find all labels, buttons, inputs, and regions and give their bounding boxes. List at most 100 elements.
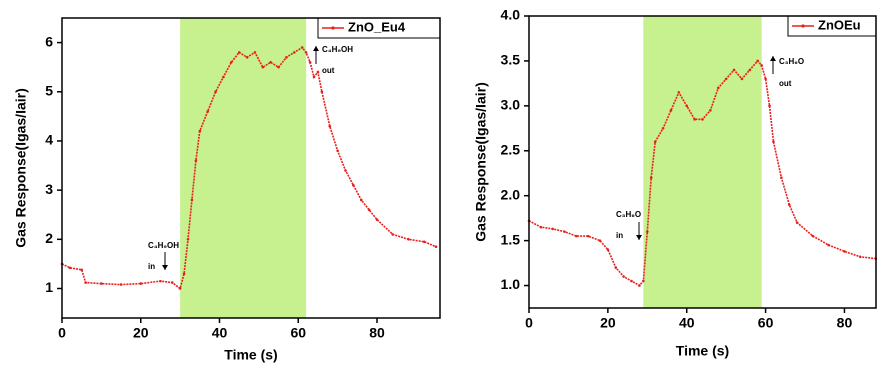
x-tick-label: 20 <box>600 315 616 331</box>
data-point <box>638 284 641 287</box>
data-point <box>598 239 602 242</box>
legend-label: ZnOEu <box>818 17 861 32</box>
data-point <box>606 248 610 251</box>
data-point <box>316 70 320 74</box>
data-point <box>336 149 339 153</box>
x-tick-label: 60 <box>758 315 774 331</box>
shaded-region <box>180 18 307 318</box>
data-point <box>391 233 395 236</box>
data-point <box>159 279 162 283</box>
y-tick-label: 1 <box>45 279 53 295</box>
x-tick-label: 80 <box>837 315 853 331</box>
data-point <box>308 60 312 64</box>
data-point <box>269 60 272 64</box>
data-point <box>375 218 379 221</box>
y-tick-label: 4 <box>45 132 53 148</box>
data-point <box>68 266 72 270</box>
annotation-arrowhead <box>313 46 319 51</box>
annotation: C₄H₉OH <box>148 241 179 250</box>
annotation-arrowhead <box>770 56 776 61</box>
data-point <box>178 287 182 290</box>
data-point <box>119 283 123 286</box>
shaded-region <box>643 16 762 308</box>
data-point <box>748 68 752 72</box>
data-point <box>716 86 720 90</box>
y-tick-label: 6 <box>45 33 53 49</box>
data-point <box>190 198 194 202</box>
data-point <box>677 91 681 94</box>
y-tick-label: 1.0 <box>501 276 521 292</box>
annotation-arrowhead <box>636 235 642 240</box>
data-point <box>80 268 83 272</box>
legend-marker <box>801 24 805 28</box>
data-point <box>768 104 771 108</box>
annotation: C₃H₆O <box>779 57 804 66</box>
x-tick-label: 80 <box>369 325 385 341</box>
data-point <box>724 77 728 81</box>
y-tick-label: 4.0 <box>501 7 521 23</box>
data-point <box>293 51 296 54</box>
data-point <box>206 110 209 113</box>
data-point <box>661 127 665 130</box>
data-point <box>614 266 618 269</box>
legend-marker <box>331 26 335 30</box>
y-axis-title: Gas Response(Igas/Iair) <box>473 82 489 242</box>
data-point <box>669 109 673 112</box>
data-point <box>182 272 186 276</box>
data-point <box>245 56 249 59</box>
y-axis-title: Gas Response(Igas/Iair) <box>13 88 29 248</box>
data-point <box>645 230 649 233</box>
data-point <box>787 203 791 206</box>
data-point <box>642 279 645 283</box>
annotation: in <box>148 262 155 271</box>
data-point <box>237 51 241 54</box>
data-point <box>685 104 689 108</box>
data-point <box>740 77 744 81</box>
data-point <box>253 51 257 54</box>
x-tick-label: 60 <box>290 325 306 341</box>
data-point <box>277 65 280 69</box>
data-point <box>367 208 371 212</box>
data-point <box>422 240 426 244</box>
data-point <box>586 234 590 238</box>
data-point <box>795 221 799 224</box>
data-point <box>701 118 704 121</box>
annotation-arrowhead <box>162 265 168 270</box>
data-point <box>214 90 217 94</box>
y-tick-label: 5 <box>45 82 53 98</box>
data-point <box>285 56 288 59</box>
data-point <box>764 77 767 81</box>
x-tick-label: 0 <box>525 315 533 331</box>
data-point <box>320 90 324 94</box>
x-axis-title: Time (s) <box>676 343 729 359</box>
data-point <box>756 59 760 63</box>
data-point <box>649 176 653 180</box>
data-point <box>709 109 712 112</box>
legend-label: ZnO_Eu4 <box>348 19 406 34</box>
y-tick-label: 3.0 <box>501 97 521 113</box>
data-point <box>575 234 578 238</box>
data-line <box>61 46 437 290</box>
data-point <box>328 124 332 128</box>
data-point <box>352 183 355 187</box>
data-point <box>780 176 783 180</box>
data-point <box>139 282 143 285</box>
y-tick-label: 1.5 <box>501 231 521 247</box>
data-point <box>312 75 316 79</box>
data-point <box>100 282 103 285</box>
data-point <box>170 281 174 284</box>
data-point <box>198 129 202 133</box>
annotation: C₃H₆O <box>616 210 641 219</box>
annotation: in <box>616 231 623 240</box>
data-point <box>434 245 438 248</box>
data-point <box>858 255 862 259</box>
annotation: C₄H₉OH <box>322 45 353 54</box>
y-tick-label: 2.0 <box>501 186 521 202</box>
data-point <box>222 75 225 79</box>
x-tick-label: 40 <box>679 315 695 331</box>
y-tick-label: 3.5 <box>501 52 521 68</box>
data-point <box>732 68 736 72</box>
x-tick-label: 20 <box>133 325 149 341</box>
data-point <box>261 65 265 69</box>
